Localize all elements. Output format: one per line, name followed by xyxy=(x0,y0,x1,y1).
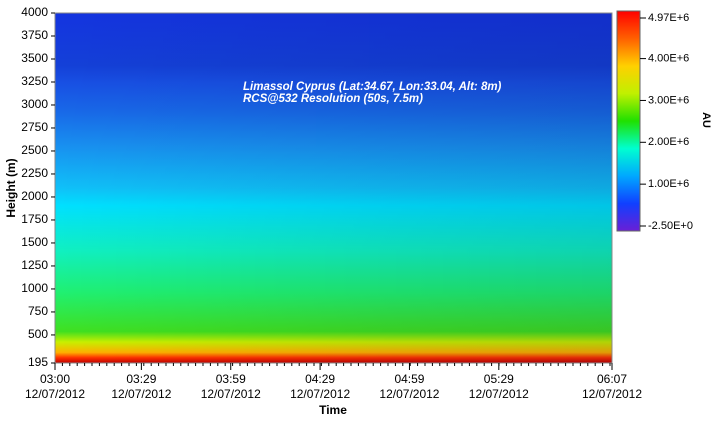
y-tick-label: 2000 xyxy=(21,189,48,203)
y-tick-label: 4000 xyxy=(21,5,48,19)
x-tick-date: 12/07/2012 xyxy=(582,387,642,401)
y-tick-label: 2750 xyxy=(21,120,48,134)
y-tick-label: 3750 xyxy=(21,28,48,42)
y-tick-label: 1000 xyxy=(21,281,48,295)
x-tick-date: 12/07/2012 xyxy=(111,387,171,401)
x-tick-label: 06:07 xyxy=(597,372,627,386)
annotation: Limassol Cyprus (Lat:34.67, Lon:33.04, A… xyxy=(243,81,502,93)
y-tick-label: 3500 xyxy=(21,51,48,65)
x-tick-label: 03:29 xyxy=(126,372,156,386)
y-tick-label: 1250 xyxy=(21,258,48,272)
y-tick-label: 2500 xyxy=(21,143,48,157)
x-tick-date: 12/07/2012 xyxy=(201,387,261,401)
x-axis-label: Time xyxy=(319,403,347,417)
x-tick-date: 12/07/2012 xyxy=(290,387,350,401)
y-tick-label: 3250 xyxy=(21,74,48,88)
colorbar-tick-label: 4.00E+6 xyxy=(648,53,689,65)
y-tick-label: 1750 xyxy=(21,212,48,226)
colorbar-tick-label: -2.50E+0 xyxy=(648,220,693,232)
x-tick-date: 12/07/2012 xyxy=(469,387,529,401)
x-tick-label: 04:59 xyxy=(394,372,424,386)
x-tick-label: 04:29 xyxy=(305,372,335,386)
y-tick-label: 1500 xyxy=(21,235,48,249)
annotation: RCS@532 Resolution (50s, 7.5m) xyxy=(243,93,423,105)
colorbar-tick-label: 2.00E+6 xyxy=(648,136,689,148)
y-tick-label: 750 xyxy=(28,304,48,318)
y-tick-label: 2250 xyxy=(21,166,48,180)
heatmap-shade xyxy=(55,13,612,363)
plot-frame xyxy=(54,12,613,364)
x-tick-date: 12/07/2012 xyxy=(379,387,439,401)
x-tick-label: 03:00 xyxy=(40,372,70,386)
x-tick-label: 05:29 xyxy=(484,372,514,386)
x-tick-date: 12/07/2012 xyxy=(25,387,85,401)
colorbar-tick-label: 1.00E+6 xyxy=(648,178,689,190)
colorbar-label: AU xyxy=(700,112,712,128)
colorbar xyxy=(616,10,641,232)
y-tick-label: 500 xyxy=(28,327,48,341)
colorbar-tick-label: 4.97E+6 xyxy=(648,12,689,24)
y-tick-label: 3000 xyxy=(21,97,48,111)
y-tick-label: 195 xyxy=(28,355,48,369)
y-axis-label: Height (m) xyxy=(4,158,18,217)
colorbar-tick-label: 3.00E+6 xyxy=(648,94,689,106)
x-tick-label: 03:59 xyxy=(216,372,246,386)
